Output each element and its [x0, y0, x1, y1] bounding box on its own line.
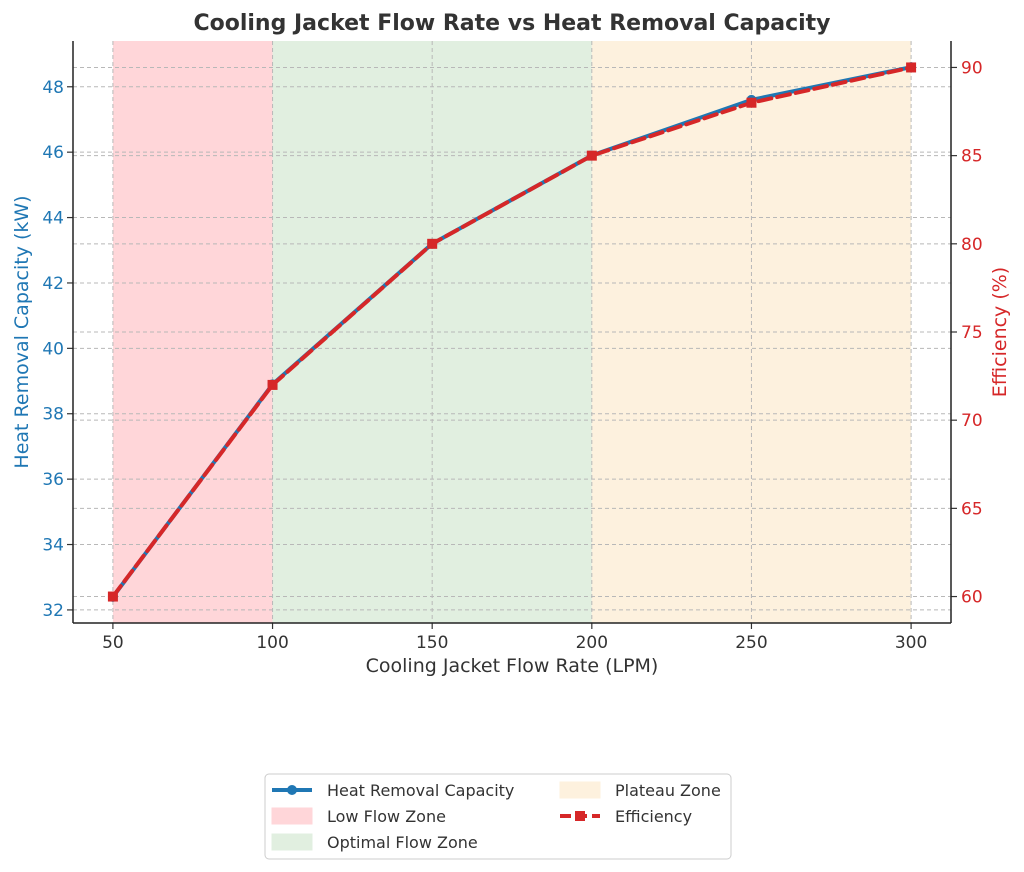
y-right-tick-label: 70: [961, 411, 983, 431]
y-left-tick-label: 34: [42, 536, 64, 556]
data-point-efficiency: [906, 62, 917, 73]
y-left-tick-label: 48: [42, 78, 64, 98]
grid-lines: [73, 41, 951, 623]
legend-patch-swatch: [271, 833, 313, 851]
y-left-tick-label: 38: [42, 405, 64, 425]
y-left-tick-label: 36: [42, 470, 64, 490]
y-axis-left-label: Heat Removal Capacity (kW): [11, 195, 33, 468]
axes: [67, 41, 957, 629]
y-left-tick-label: 32: [42, 601, 64, 621]
y-left-tick-label: 44: [42, 209, 64, 229]
chart-title: Cooling Jacket Flow Rate vs Heat Removal…: [193, 11, 830, 36]
legend-patch-swatch: [271, 807, 313, 825]
data-point-efficiency: [746, 97, 757, 108]
x-tick-label: 150: [416, 633, 448, 653]
y-right-tick-label: 80: [961, 235, 983, 255]
legend-box: [264, 773, 732, 860]
legend-marker: [575, 811, 585, 821]
y-left-tick-label: 40: [42, 339, 64, 359]
legend-marker: [287, 785, 297, 795]
legend-label: Heat Removal Capacity: [327, 781, 514, 800]
y-left-tick-label: 46: [42, 143, 64, 163]
legend: Heat Removal Capacity Low Flow Zone Optima…: [264, 773, 732, 860]
zone-bands: [112, 41, 912, 623]
series-layer: [107, 62, 917, 602]
x-tick-label: 100: [256, 633, 288, 653]
legend-label: Efficiency: [615, 807, 692, 826]
x-tick-label: 200: [576, 633, 608, 653]
data-point-efficiency: [427, 238, 438, 249]
y-right-tick-label: 65: [961, 499, 983, 519]
tick-labels: 50 100 150 200 250 300 32 34 36 38 40 42 44 46 48 60 65 7…: [42, 58, 982, 653]
y-right-tick-label: 60: [961, 588, 983, 608]
legend-label: Low Flow Zone: [327, 807, 446, 826]
legend-label: Optimal Flow Zone: [327, 833, 478, 852]
x-tick-label: 50: [102, 633, 124, 653]
y-right-tick-label: 85: [961, 147, 983, 167]
y-left-tick-label: 42: [42, 274, 64, 294]
legend-label: Plateau Zone: [615, 781, 721, 800]
data-point-efficiency: [107, 591, 118, 602]
legend-patch-swatch: [559, 781, 601, 799]
y-axis-right-label: Efficiency (%): [989, 267, 1011, 397]
data-point-efficiency: [586, 150, 597, 161]
x-tick-label: 300: [895, 633, 927, 653]
x-axis-label: Cooling Jacket Flow Rate (LPM): [366, 655, 659, 677]
series-line-efficiency: [110, 65, 914, 599]
y-right-tick-label: 75: [961, 323, 983, 343]
data-point-efficiency: [267, 379, 278, 390]
x-tick-label: 250: [735, 633, 767, 653]
y-right-tick-label: 90: [961, 58, 983, 78]
